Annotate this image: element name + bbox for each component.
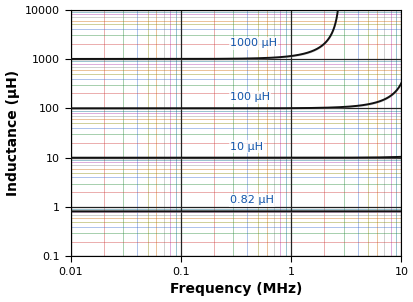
Y-axis label: Inductance (μH): Inductance (μH)	[5, 70, 19, 196]
Text: 1000 μH: 1000 μH	[230, 38, 276, 48]
Text: 0.82 μH: 0.82 μH	[230, 195, 273, 205]
Text: 100 μH: 100 μH	[230, 92, 270, 102]
X-axis label: Frequency (MHz): Frequency (MHz)	[169, 282, 301, 297]
Text: 10 μH: 10 μH	[230, 142, 263, 152]
